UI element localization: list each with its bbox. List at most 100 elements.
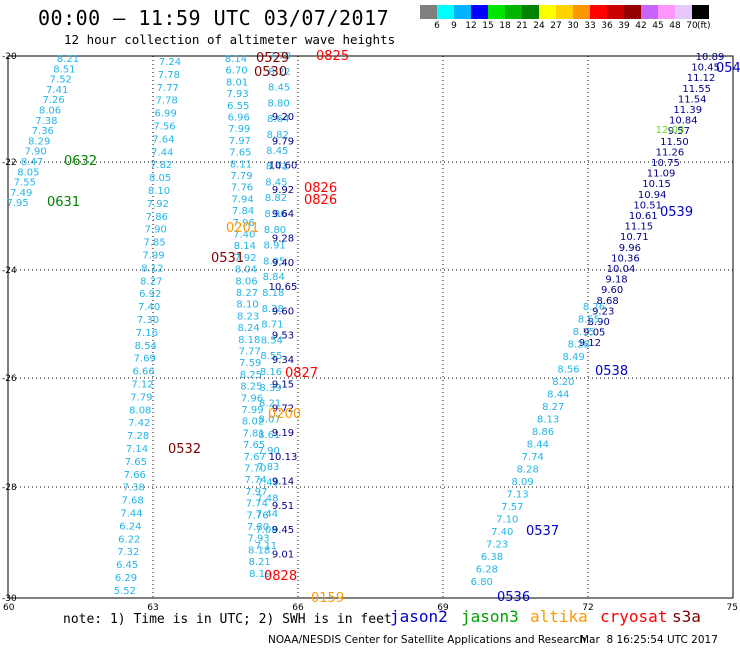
wave-height-value: 10.65 bbox=[269, 282, 298, 293]
wave-height-value: 9.20 bbox=[272, 112, 294, 123]
color-swatch bbox=[590, 5, 607, 19]
wave-height-value: 9.72 bbox=[272, 404, 294, 415]
wave-height-value: 11.50 bbox=[660, 137, 689, 148]
wave-height-value: 6.66 bbox=[132, 367, 154, 378]
wave-height-value: 7.99 bbox=[142, 251, 164, 262]
color-scale-label: 48 bbox=[669, 21, 681, 31]
wave-height-value: 7.80 bbox=[247, 522, 269, 533]
wave-height-value: 9.12 bbox=[579, 338, 601, 349]
latitude-tick-label: -26 bbox=[2, 374, 17, 384]
map-frame bbox=[7, 55, 734, 599]
wave-height-value: 9.23 bbox=[592, 306, 614, 317]
color-swatch bbox=[658, 5, 675, 19]
color-swatch bbox=[522, 5, 539, 19]
wave-height-value: 8.61 bbox=[258, 430, 280, 441]
color-scale-label: 18 bbox=[499, 21, 511, 31]
wave-height-value: 8.28 bbox=[262, 304, 284, 315]
wave-height-value: 10.94 bbox=[638, 190, 667, 201]
wave-height-value: 7.26 bbox=[42, 95, 64, 106]
wave-height-value: 8.45 bbox=[268, 83, 290, 94]
wave-height-value: 8.06 bbox=[235, 276, 257, 287]
legend-entry: s3a bbox=[672, 607, 701, 626]
color-swatch bbox=[505, 5, 522, 19]
wave-height-value: 7.77 bbox=[157, 83, 179, 94]
wave-height-value: 7.44 bbox=[151, 147, 173, 158]
wave-height-value: 8.18 bbox=[238, 335, 260, 346]
wave-height-value: 7.48 bbox=[256, 493, 278, 504]
wave-height-value: 10.45 bbox=[691, 63, 720, 74]
wave-height-value: 8.21 bbox=[57, 54, 79, 65]
wave-height-value: 7.82 bbox=[150, 160, 172, 171]
wave-height-value: 8.14 bbox=[234, 241, 256, 252]
satellite-pass-label: 0632 bbox=[64, 154, 97, 169]
satellite-pass-label: 0201 bbox=[226, 221, 259, 236]
color-swatch bbox=[556, 5, 573, 19]
satellite-pass-label: 0159 bbox=[311, 591, 344, 606]
wave-height-value: 10.04 bbox=[607, 264, 636, 275]
wave-height-value: 8.10 bbox=[148, 186, 170, 197]
wave-height-value: 10.89 bbox=[696, 52, 725, 63]
credit-line: NOAA/NESDIS Center for Satellite Applica… bbox=[268, 634, 586, 646]
color-scale-label: 15 bbox=[482, 21, 494, 31]
wave-height-value: 8.39 bbox=[259, 383, 281, 394]
satellite-pass-label: 0200 bbox=[268, 407, 301, 422]
wave-height-value: 7.44 bbox=[120, 509, 142, 520]
wave-height-value: 8.45 bbox=[265, 177, 287, 188]
wave-height-value: 8.25 bbox=[240, 382, 262, 393]
wave-height-value: 7.28 bbox=[127, 431, 149, 442]
wave-height-value: 8.47 bbox=[21, 157, 43, 168]
wave-height-value: 7.99 bbox=[228, 124, 250, 135]
wave-height-value: 7.65 bbox=[125, 457, 147, 468]
satellite-pass-label: 0538 bbox=[595, 364, 628, 379]
wave-height-value: 7.14 bbox=[126, 444, 148, 455]
wave-height-value: 8.20 bbox=[552, 377, 574, 388]
wave-height-value: 7.49 bbox=[10, 188, 32, 199]
wave-height-value: 7.10 bbox=[496, 515, 518, 526]
wave-height-value: 8.28 bbox=[517, 465, 539, 476]
latitude-tick-label: -28 bbox=[2, 483, 17, 493]
wave-height-value: 8.14 bbox=[225, 54, 247, 65]
wave-height-value: 8.49 bbox=[562, 352, 584, 363]
longitude-tick-label: 69 bbox=[437, 603, 449, 613]
satellite-pass-label: 0531 bbox=[211, 251, 244, 266]
wave-height-value: 9.51 bbox=[272, 501, 294, 512]
wave-height-value: 6.80 bbox=[471, 577, 493, 588]
color-scale-label: 21 bbox=[516, 21, 528, 31]
wave-height-value: 8.54 bbox=[135, 341, 157, 352]
legend-entry: jason3 bbox=[461, 607, 519, 626]
wave-height-value: 7.74 bbox=[522, 452, 544, 463]
wave-height-value: 9.18 bbox=[605, 275, 627, 286]
wave-height-value: 8.80 bbox=[268, 98, 290, 109]
wave-height-value: 7.77 bbox=[239, 347, 261, 358]
color-scale-label: 9 bbox=[451, 21, 457, 31]
longitude-tick-label: 60 bbox=[3, 603, 15, 613]
wave-height-value: 8.21 bbox=[249, 557, 271, 568]
wave-height-value: 7.68 bbox=[121, 496, 143, 507]
wave-height-value: 9.40 bbox=[272, 258, 294, 269]
wave-height-value: 8.84 bbox=[263, 272, 285, 283]
wave-height-value: 8.05 bbox=[149, 173, 171, 184]
wave-height-value: 8.68 bbox=[597, 296, 619, 307]
wave-height-value: 9.96 bbox=[619, 243, 641, 254]
wave-height-value: 7.40 bbox=[233, 230, 255, 241]
wave-height-value: 7.97 bbox=[229, 136, 251, 147]
wave-height-value: 7.13 bbox=[506, 490, 528, 501]
wave-height-value: 11.12 bbox=[687, 73, 716, 84]
wave-height-value: 10.61 bbox=[629, 211, 658, 222]
wave-height-value: 8.29 bbox=[28, 136, 50, 147]
latitude-tick-label: -24 bbox=[2, 266, 17, 276]
wave-height-value: 11.26 bbox=[656, 147, 685, 158]
wave-height-value: 8.25 bbox=[240, 370, 262, 381]
wave-height-value: 6.55 bbox=[227, 101, 249, 112]
wave-height-value: 8.27 bbox=[236, 288, 258, 299]
color-swatch bbox=[573, 5, 590, 19]
wave-height-value: 9.79 bbox=[272, 136, 294, 147]
wave-height-value: 8.82 bbox=[267, 130, 289, 141]
satellite-pass-label: 0539 bbox=[660, 205, 693, 220]
legend-entry: cryosat bbox=[600, 607, 668, 626]
color-scale-label: 42 bbox=[635, 21, 647, 31]
wave-height-value: 7.79 bbox=[269, 51, 291, 62]
wave-height-value: 11.39 bbox=[673, 105, 702, 116]
satellite-pass-label: 0827 bbox=[285, 366, 318, 381]
satellite-pass-label: 0536 bbox=[497, 590, 530, 605]
